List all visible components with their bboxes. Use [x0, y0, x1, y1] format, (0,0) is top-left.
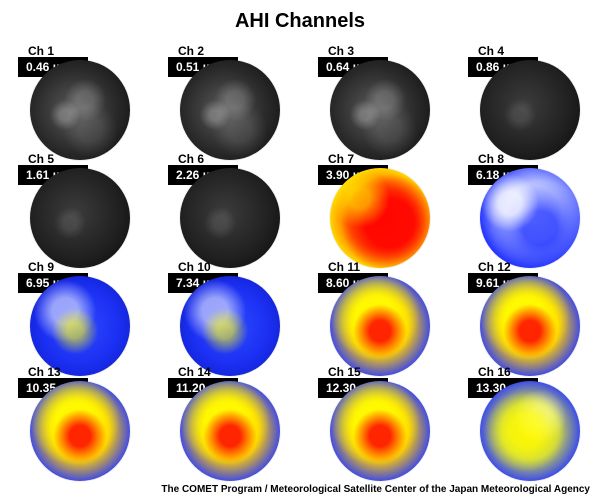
channel-cell: Ch 10 7.34 µm	[150, 260, 300, 376]
channel-label: Ch 6	[178, 152, 205, 166]
channel-label: Ch 3	[328, 44, 355, 58]
channel-cell: Ch 3 0.64 µm	[300, 44, 450, 160]
channel-cell: Ch 6 2.26 µm	[150, 152, 300, 268]
page-title: AHI Channels	[234, 10, 366, 32]
globe-image-water-vapor	[180, 276, 280, 376]
globe-image-visible	[30, 60, 130, 160]
credit-text: The COMET Program / Meteorological Satel…	[161, 484, 590, 495]
channel-label: Ch 5	[28, 152, 55, 166]
channel-cell: Ch 11 8.60 µm	[300, 260, 450, 376]
channel-cell: Ch 8 6.18 µm	[450, 152, 600, 268]
globe-image-water-vapor	[30, 276, 130, 376]
channel-cell: Ch 7 3.90 µm	[300, 152, 450, 268]
channel-label: Ch 1	[28, 44, 55, 58]
channel-label: Ch 13	[28, 365, 61, 379]
channel-cell: Ch 16 13.30 µm	[450, 365, 600, 481]
globe-image-near-ir	[180, 168, 280, 268]
globe-image-visible	[180, 60, 280, 160]
channel-cell: Ch 1 0.46 µm	[0, 44, 150, 160]
channel-cell: Ch 13 10.35 µm	[0, 365, 150, 481]
channel-cell: Ch 14 11.20 µm	[150, 365, 300, 481]
channel-label: Ch 14	[178, 365, 211, 379]
globe-image-infrared	[330, 168, 430, 268]
globe-image-infrared	[480, 381, 580, 481]
globe-image-water-vapor	[480, 168, 580, 268]
channel-cell: Ch 4 0.86 µm	[450, 44, 600, 160]
globe-image-near-ir	[30, 168, 130, 268]
channel-label: Ch 15	[328, 365, 361, 379]
channel-label: Ch 2	[178, 44, 205, 58]
channel-label: Ch 16	[478, 365, 511, 379]
globe-image-infrared	[180, 381, 280, 481]
globe-image-infrared	[480, 276, 580, 376]
channel-label: Ch 11	[328, 260, 361, 274]
globe-image-visible	[330, 60, 430, 160]
channel-cell: Ch 12 9.61 µm	[450, 260, 600, 376]
channel-label: Ch 9	[28, 260, 55, 274]
channel-cell: Ch 2 0.51 µm	[150, 44, 300, 160]
globe-image-infrared	[330, 276, 430, 376]
globe-image-infrared	[330, 381, 430, 481]
channel-cell: Ch 9 6.95 µm	[0, 260, 150, 376]
globe-image-infrared	[30, 381, 130, 481]
globe-image-near-ir	[480, 60, 580, 160]
channel-cell: Ch 5 1.61 µm	[0, 152, 150, 268]
channel-label: Ch 7	[328, 152, 355, 166]
channel-cell: Ch 15 12.30 µm	[300, 365, 450, 481]
channel-label: Ch 8	[478, 152, 505, 166]
channel-label: Ch 4	[478, 44, 505, 58]
channel-label: Ch 12	[478, 260, 511, 274]
channel-label: Ch 10	[178, 260, 211, 274]
